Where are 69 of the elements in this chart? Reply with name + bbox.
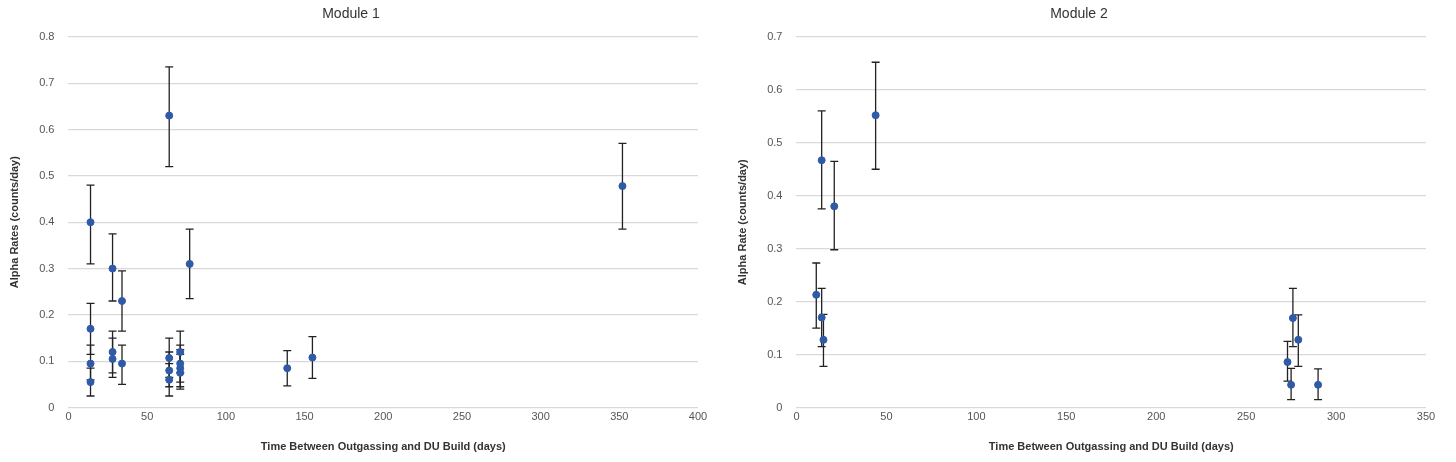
point bbox=[118, 359, 126, 368]
point bbox=[185, 259, 194, 268]
point bbox=[118, 297, 126, 305]
x-tick-label: 300 bbox=[1326, 410, 1346, 423]
y-tick-label: 0.8 bbox=[39, 29, 55, 42]
x-tick-label: 150 bbox=[1057, 410, 1076, 423]
y-tick-label: 0.4 bbox=[767, 188, 783, 201]
x-tick-label: 0 bbox=[65, 410, 72, 423]
y-tick-label: 0.5 bbox=[39, 168, 55, 181]
x-tick-label: 200 bbox=[1147, 410, 1166, 423]
point bbox=[165, 366, 174, 375]
chart-title: Module 1 bbox=[322, 5, 381, 22]
point bbox=[86, 378, 95, 387]
y-tick-label: 0.3 bbox=[767, 241, 783, 254]
point bbox=[819, 335, 828, 344]
point bbox=[812, 290, 821, 299]
y-tick-label: 0.2 bbox=[767, 294, 783, 307]
x-tick-label: 100 bbox=[967, 410, 986, 423]
point bbox=[165, 375, 174, 384]
point bbox=[108, 264, 117, 273]
x-tick-label: 100 bbox=[216, 410, 236, 423]
x-tick-label: 50 bbox=[141, 410, 154, 423]
y-tick-label: 0.1 bbox=[767, 347, 783, 360]
y-axis-title: Alpha Rates (counts/day) bbox=[7, 155, 20, 289]
point bbox=[1287, 380, 1296, 389]
x-axis-title: Time Between Outgassing and DU Build (days) bbox=[260, 440, 507, 453]
y-tick-label: 0.7 bbox=[39, 76, 55, 89]
point bbox=[1288, 314, 1297, 323]
point bbox=[871, 111, 880, 120]
y-tick-label: 0.4 bbox=[39, 215, 55, 228]
point bbox=[283, 364, 292, 373]
x-tick-label: 50 bbox=[880, 410, 893, 423]
y-tick-label: 0 bbox=[776, 400, 783, 413]
x-tick-label: 300 bbox=[531, 410, 550, 423]
point bbox=[108, 354, 117, 363]
point bbox=[1314, 380, 1323, 389]
chart-title: Module 2 bbox=[1050, 5, 1109, 22]
point bbox=[86, 218, 95, 227]
point bbox=[1283, 358, 1292, 367]
point bbox=[308, 353, 317, 362]
x-tick-label: 400 bbox=[688, 410, 708, 423]
x-tick-label: 250 bbox=[1236, 410, 1256, 423]
point bbox=[86, 324, 95, 333]
x-tick-label: 350 bbox=[1416, 410, 1436, 423]
point bbox=[86, 359, 95, 368]
y-tick-label: 0.6 bbox=[767, 82, 783, 95]
point bbox=[165, 354, 174, 363]
y-tick-label: 0.7 bbox=[767, 29, 783, 42]
point bbox=[108, 347, 117, 356]
point bbox=[165, 111, 174, 120]
x-tick-label: 350 bbox=[610, 410, 629, 423]
point bbox=[176, 347, 185, 356]
x-tick-label: 150 bbox=[295, 410, 314, 423]
point bbox=[830, 202, 839, 211]
x-tick-label: 0 bbox=[793, 410, 800, 423]
point bbox=[1294, 335, 1303, 344]
point bbox=[817, 313, 826, 322]
y-tick-label: 0.3 bbox=[39, 261, 55, 274]
x-tick-label: 200 bbox=[374, 410, 393, 423]
y-tick-label: 0.2 bbox=[39, 307, 55, 320]
y-axis-title: Alpha Rate (counts/day) bbox=[735, 158, 748, 286]
x-tick-label: 250 bbox=[452, 410, 472, 423]
y-tick-label: 0.5 bbox=[767, 135, 783, 148]
point bbox=[618, 182, 627, 191]
y-tick-label: 0 bbox=[48, 400, 55, 413]
x-axis-title: Time Between Outgassing and DU Build (days) bbox=[988, 440, 1235, 453]
y-tick-label: 0.1 bbox=[39, 354, 55, 367]
y-tick-label: 0.6 bbox=[39, 122, 55, 135]
point bbox=[817, 156, 826, 165]
